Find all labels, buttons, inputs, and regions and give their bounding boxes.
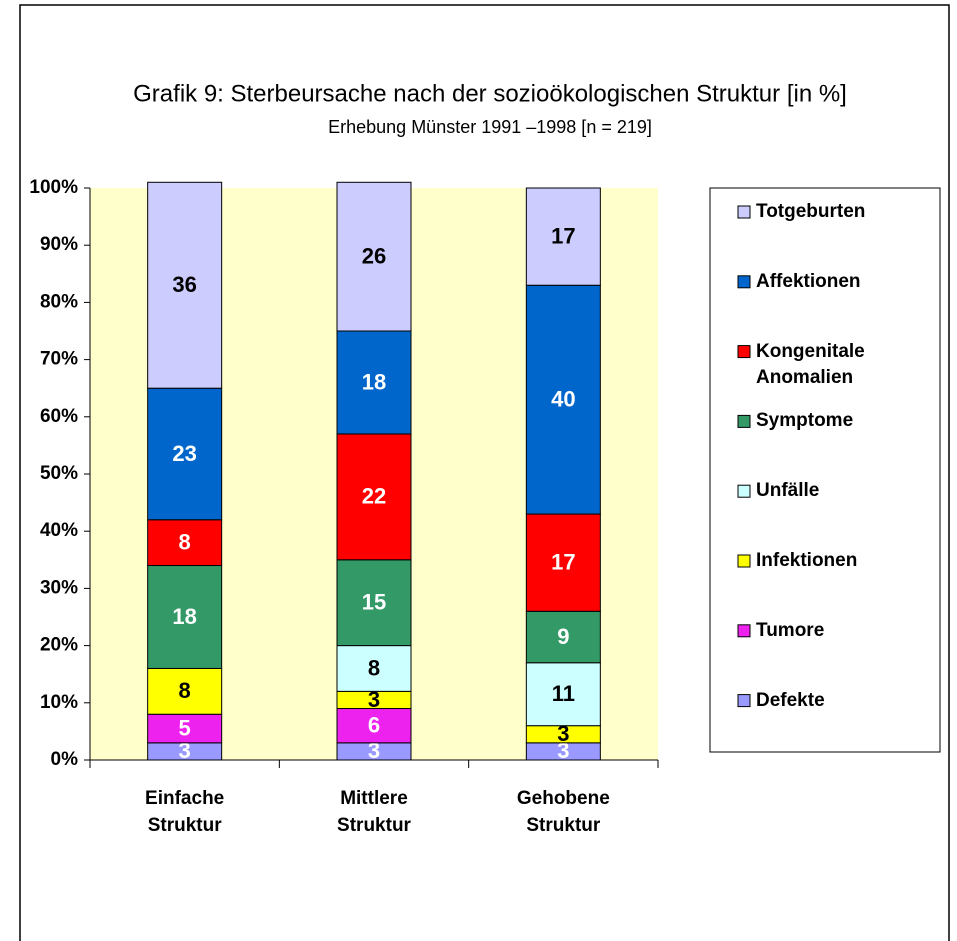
data-label: 22 [362,484,386,509]
legend-label: Unfälle [756,480,820,502]
data-label: 11 [552,681,575,706]
data-label: 3 [368,738,380,763]
x-tick-label: Gehobene Struktur [516,788,610,836]
bar-segment [525,187,601,286]
data-label: 5 [179,715,191,740]
data-label: 8 [179,529,191,554]
bar-segment [147,565,223,669]
bar-segment [147,519,223,567]
data-label: 26 [362,243,386,268]
bar-segment [525,662,601,727]
data-label: 17 [551,223,575,248]
legend-swatch [737,345,751,359]
legend-swatch [737,484,751,498]
legend-swatch [737,275,751,289]
y-tick-label: 60% [40,406,78,427]
x-tick-label: Einfache Struktur [145,788,225,836]
data-label: 3 [557,721,569,746]
legend-label: Kongenitale Anomalien [756,340,865,388]
bar-segment [336,708,412,744]
legend-label: Defekte [756,689,825,711]
data-label: 8 [179,678,191,703]
data-label: 3 [179,738,191,763]
x-tick-label: Mittlere Struktur [337,788,411,836]
y-tick-label: 90% [40,234,78,255]
legend-swatch [737,554,751,568]
data-label: 6 [368,712,380,737]
y-tick-label: 20% [40,635,78,656]
y-tick-label: 50% [40,463,78,484]
data-label: 23 [172,441,196,466]
legend-label: Tumore [756,619,825,641]
bar-segment [336,330,412,435]
bar-segment [336,181,412,332]
bar-segment [147,181,223,389]
bar-segment [336,645,412,692]
y-tick-label: 0% [51,749,79,770]
y-tick-label: 70% [40,349,78,370]
y-tick-label: 80% [40,291,78,312]
legend-label: Affektionen [756,270,861,292]
data-label: 40 [551,386,575,411]
legend-label: Totgeburten [756,201,866,222]
data-label: 8 [368,655,380,680]
legend-swatch [737,694,751,708]
data-label: 15 [362,590,386,615]
legend-swatch [737,414,751,428]
data-label: 36 [172,272,196,297]
legend-label: Symptome [756,410,854,432]
frame [19,4,950,941]
y-tick-label: 30% [40,577,78,598]
legend-swatch [737,624,751,638]
legend-swatch [737,205,751,219]
data-label: 3 [368,687,380,712]
bar-segment [525,284,601,515]
bar-segment [147,387,223,521]
data-label: 17 [551,549,575,574]
y-tick-label: 10% [40,692,78,713]
chart-title: Grafik 9: Sterbeursache nach der sozioök… [133,80,847,107]
y-tick-label: 40% [40,520,78,541]
bar-segment [336,559,412,647]
chart-subtitle: Erhebung Münster 1991 –1998 [n = 219] [328,117,652,137]
bar-segment [147,713,223,744]
data-label: 18 [172,604,196,629]
bar-segment [336,433,412,561]
data-label: 3 [557,738,569,763]
bar-segment [147,667,223,715]
data-label: 18 [362,369,386,394]
legend-label: Infektionen [756,550,858,571]
data-label: 9 [557,624,569,649]
y-tick-label: 100% [29,177,78,198]
